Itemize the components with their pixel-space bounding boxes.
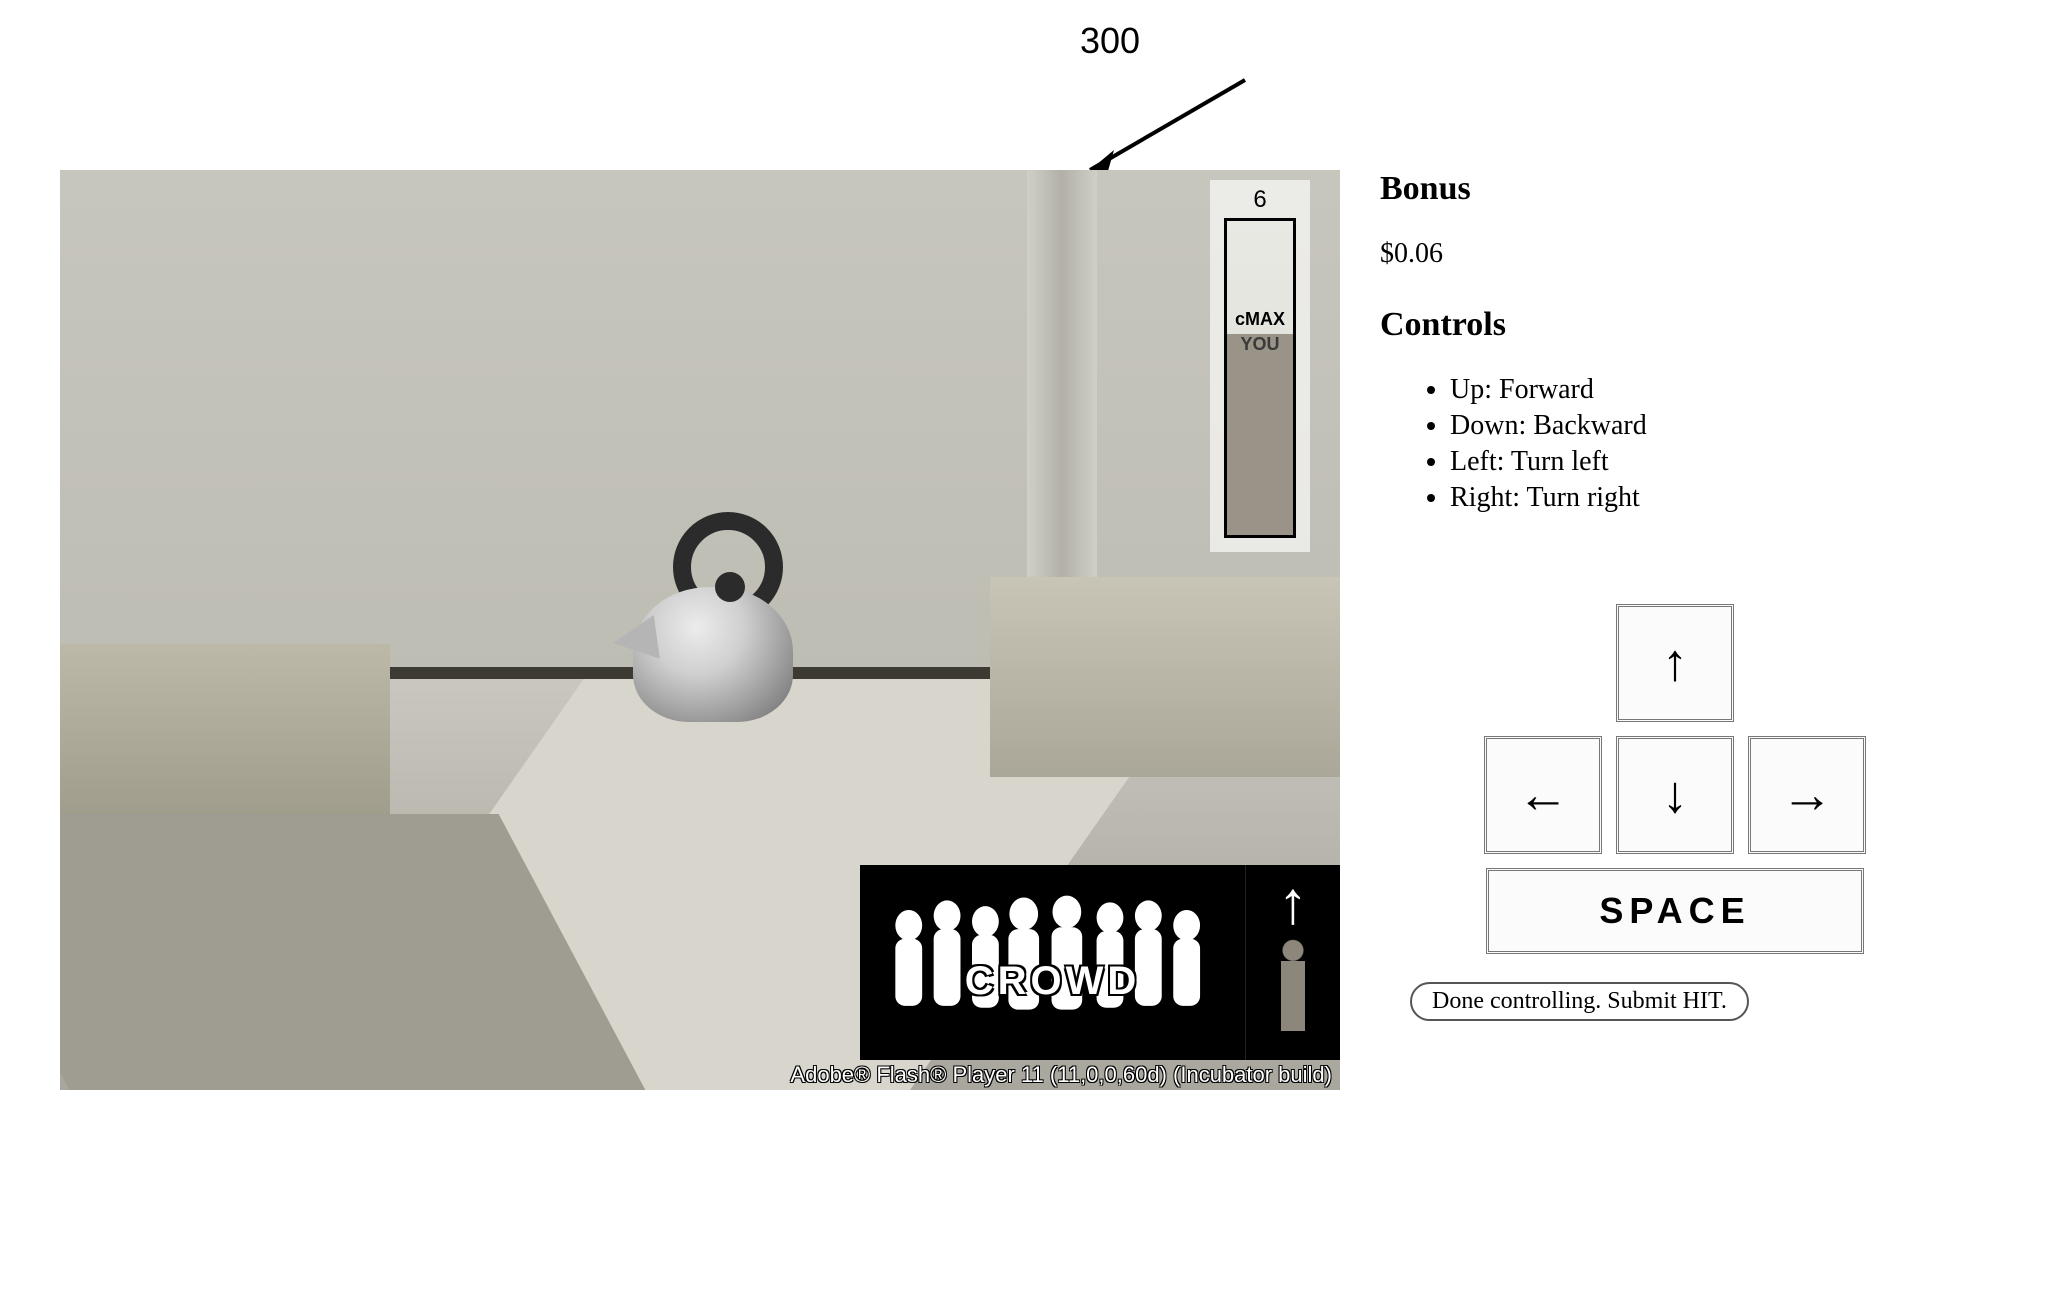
- key-left[interactable]: ←: [1484, 736, 1602, 854]
- controls-list: Up: Forward Down: Backward Left: Turn le…: [1450, 374, 1940, 514]
- crowd-you-column: ↑: [1245, 865, 1340, 1060]
- score-gauge: 6 cMAX YOU: [1210, 180, 1310, 552]
- up-arrow-icon: ↑: [1278, 873, 1308, 933]
- gauge-value: 6: [1224, 186, 1296, 214]
- scene-kettle: [623, 512, 798, 722]
- gauge-bar: cMAX YOU: [1224, 218, 1296, 538]
- control-item: Up: Forward: [1450, 374, 1940, 406]
- keypad: ↑ ← ↓ → SPACE: [1410, 604, 1940, 954]
- camera-viewport: 6 cMAX YOU: [60, 170, 1340, 1090]
- key-right[interactable]: →: [1748, 736, 1866, 854]
- figure-number: 300: [1080, 20, 1140, 62]
- crowd-graphic: CROWD: [860, 865, 1245, 1060]
- key-down[interactable]: ↓: [1616, 736, 1734, 854]
- scene-box: [990, 577, 1340, 777]
- gauge-cmax-label: cMAX: [1227, 309, 1293, 330]
- crowd-panel: CROWD ↑: [860, 865, 1340, 1060]
- key-space[interactable]: SPACE: [1486, 868, 1864, 954]
- control-item: Right: Turn right: [1450, 482, 1940, 514]
- submit-hit-button[interactable]: Done controlling. Submit HIT.: [1410, 982, 1749, 1021]
- bonus-heading: Bonus: [1380, 170, 1940, 208]
- bonus-value: $0.06: [1380, 238, 1940, 270]
- person-icon: [1272, 939, 1314, 1034]
- crowd-label: CROWD: [965, 959, 1141, 1004]
- gauge-fill: [1227, 334, 1293, 535]
- main-layout: 6 cMAX YOU: [60, 170, 1940, 1090]
- key-up[interactable]: ↑: [1616, 604, 1734, 722]
- controls-heading: Controls: [1380, 306, 1940, 344]
- control-item: Down: Backward: [1450, 410, 1940, 442]
- flash-player-caption: Adobe® Flash® Player 11 (11,0,0,60d) (In…: [60, 1062, 1340, 1088]
- sidebar: Bonus $0.06 Controls Up: Forward Down: B…: [1380, 170, 1940, 1090]
- gauge-you-label: YOU: [1227, 334, 1293, 355]
- control-item: Left: Turn left: [1450, 446, 1940, 478]
- scene-box: [60, 644, 390, 814]
